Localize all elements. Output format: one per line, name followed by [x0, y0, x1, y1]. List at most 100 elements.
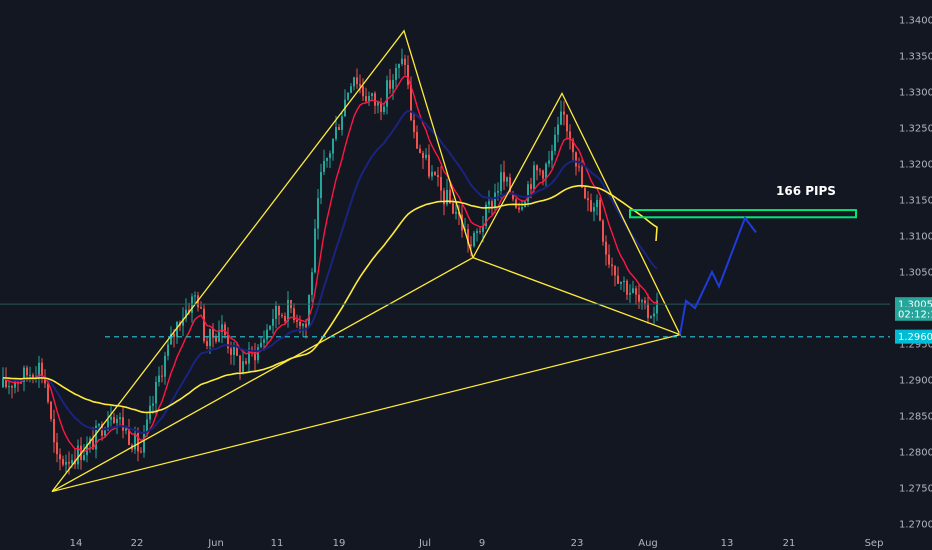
candle — [206, 335, 208, 350]
price-tick-label: 1.31500 — [899, 196, 932, 207]
candle — [83, 443, 85, 462]
candle — [29, 366, 31, 383]
candle — [53, 409, 55, 453]
candle — [254, 342, 256, 371]
time-tick-label: Jun — [207, 538, 224, 549]
candle — [425, 148, 427, 161]
price-tick-label: 1.27500 — [899, 484, 932, 495]
candle — [293, 303, 295, 324]
candle — [386, 75, 388, 115]
candle — [632, 280, 634, 294]
candle — [635, 285, 637, 305]
candle — [377, 100, 379, 114]
candle — [338, 123, 340, 131]
candle — [623, 276, 625, 293]
candle — [122, 407, 124, 439]
candle — [203, 303, 205, 344]
candle — [317, 189, 319, 240]
candle — [479, 227, 481, 235]
candle — [599, 197, 601, 222]
pattern-xab-leg — [51, 29, 474, 493]
price-badge-label: 1.30053 — [898, 300, 932, 311]
candle — [575, 151, 577, 176]
price-badge: 02:12:16 — [895, 306, 932, 321]
price-tick-label: 1.28500 — [899, 412, 932, 423]
candle — [506, 176, 508, 187]
candle — [110, 406, 112, 427]
projection-path — [679, 215, 757, 335]
candle — [440, 166, 442, 202]
candle — [50, 400, 52, 422]
candle — [422, 150, 424, 169]
price-badge-label: 02:12:16 — [898, 309, 932, 320]
candle — [554, 126, 556, 155]
candle — [275, 301, 277, 329]
price-tick-label: 1.33500 — [899, 52, 932, 63]
candle — [617, 266, 619, 285]
candle — [563, 100, 565, 126]
candle — [8, 380, 10, 395]
ema-fast-line — [2, 75, 658, 453]
candle — [404, 54, 406, 75]
time-tick-label: 23 — [571, 538, 584, 549]
candle — [389, 68, 391, 94]
candle — [38, 355, 40, 388]
candle — [353, 76, 355, 91]
candle — [221, 315, 223, 344]
target-zone-box[interactable] — [629, 209, 857, 219]
candle — [380, 97, 382, 121]
candle — [569, 124, 571, 150]
candle — [419, 144, 421, 154]
time-axis[interactable]: 14 22 Jun 11 19 Jul 9 23 Aug 13 21 Sep — [0, 532, 932, 550]
pips-annotation: 166 PIPS — [776, 184, 836, 198]
candle — [362, 78, 364, 101]
candle — [248, 342, 250, 373]
candle — [284, 312, 286, 325]
candle — [152, 395, 154, 415]
candle — [365, 87, 367, 104]
candle — [287, 291, 289, 328]
candle — [281, 312, 283, 319]
candle — [116, 414, 118, 435]
candle — [128, 418, 130, 446]
candle — [401, 48, 403, 66]
candle — [350, 83, 352, 94]
candles-layer — [2, 48, 658, 475]
indicators-layer — [2, 75, 658, 453]
price-tick-label: 1.29500 — [899, 340, 932, 351]
candle — [638, 284, 640, 309]
candle — [215, 333, 217, 344]
price-tick-label: 1.31000 — [899, 232, 932, 243]
candle — [161, 365, 163, 383]
candle — [584, 186, 586, 200]
candle — [65, 454, 67, 473]
candle — [410, 76, 412, 122]
candle — [260, 336, 262, 349]
candle — [602, 219, 604, 246]
price-axis[interactable]: 1.34000 1.33500 1.33000 1.32500 1.32000 1.315… — [895, 16, 932, 531]
candle — [392, 74, 394, 100]
candle — [155, 376, 157, 415]
candle — [620, 281, 622, 290]
candle — [467, 223, 469, 253]
candle — [437, 166, 439, 187]
candle — [158, 366, 160, 387]
candle — [266, 324, 268, 346]
candle — [434, 171, 436, 176]
candle — [2, 367, 4, 389]
price-tick-label: 1.29000 — [899, 376, 932, 387]
candle — [527, 181, 529, 207]
price-tick-label: 1.27000 — [899, 520, 932, 531]
candle — [590, 193, 592, 213]
candle — [431, 165, 433, 181]
sma-slow-line — [2, 184, 658, 414]
candle — [227, 327, 229, 354]
candle — [407, 55, 409, 90]
candle — [485, 201, 487, 230]
candle — [560, 100, 562, 126]
candle — [56, 432, 58, 463]
candle — [545, 162, 547, 188]
candle — [368, 91, 370, 106]
candle — [347, 92, 349, 101]
